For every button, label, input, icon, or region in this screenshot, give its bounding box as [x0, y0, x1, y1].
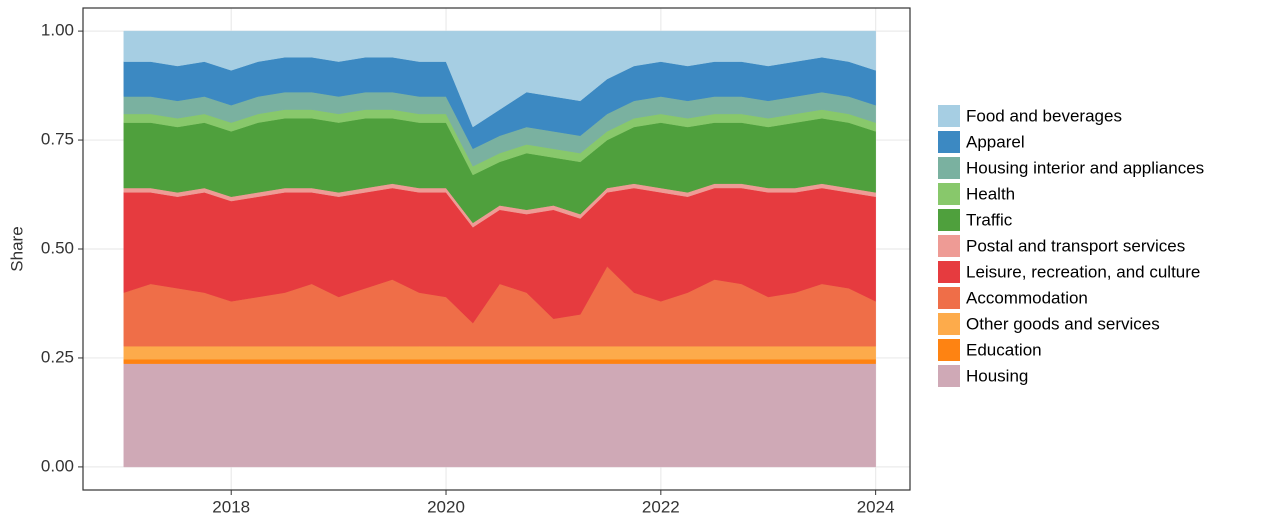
- area: [123, 363, 876, 468]
- legend-key: [938, 287, 960, 309]
- x-tick-label: 2018: [212, 497, 250, 516]
- x-tick-label: 2024: [857, 497, 895, 516]
- legend-label: Health: [966, 184, 1015, 203]
- area: [123, 30, 876, 128]
- legend-label: Accommodation: [966, 288, 1088, 307]
- legend-label: Education: [966, 340, 1042, 359]
- legend-label: Other goods and services: [966, 314, 1160, 333]
- legend-label: Traffic: [966, 210, 1013, 229]
- area: [123, 345, 876, 360]
- legend-key: [938, 131, 960, 153]
- area: [123, 359, 876, 364]
- legend-key: [938, 365, 960, 387]
- y-axis-title: Share: [7, 226, 26, 271]
- legend-key: [938, 261, 960, 283]
- y-tick-label: 0.75: [41, 130, 74, 149]
- legend-key: [938, 183, 960, 205]
- legend-label: Postal and transport services: [966, 236, 1185, 255]
- legend-key: [938, 339, 960, 361]
- legend-key: [938, 235, 960, 257]
- x-tick-label: 2022: [642, 497, 680, 516]
- legend-key: [938, 313, 960, 335]
- legend-label: Housing interior and appliances: [966, 158, 1204, 177]
- legend-label: Apparel: [966, 132, 1025, 151]
- legend-label: Leisure, recreation, and culture: [966, 262, 1200, 281]
- legend-label: Food and beverages: [966, 106, 1122, 125]
- panel-border: [82, 7, 911, 491]
- y-tick-label: 0.25: [41, 347, 74, 366]
- x-tick-label: 2020: [427, 497, 465, 516]
- legend-key: [938, 105, 960, 127]
- y-tick-label: 1.00: [41, 21, 74, 40]
- legend-label: Housing: [966, 366, 1028, 385]
- legend-key: [938, 209, 960, 231]
- y-tick-label: 0.50: [41, 238, 74, 257]
- legend-key: [938, 157, 960, 179]
- y-tick-label: 0.00: [41, 456, 74, 475]
